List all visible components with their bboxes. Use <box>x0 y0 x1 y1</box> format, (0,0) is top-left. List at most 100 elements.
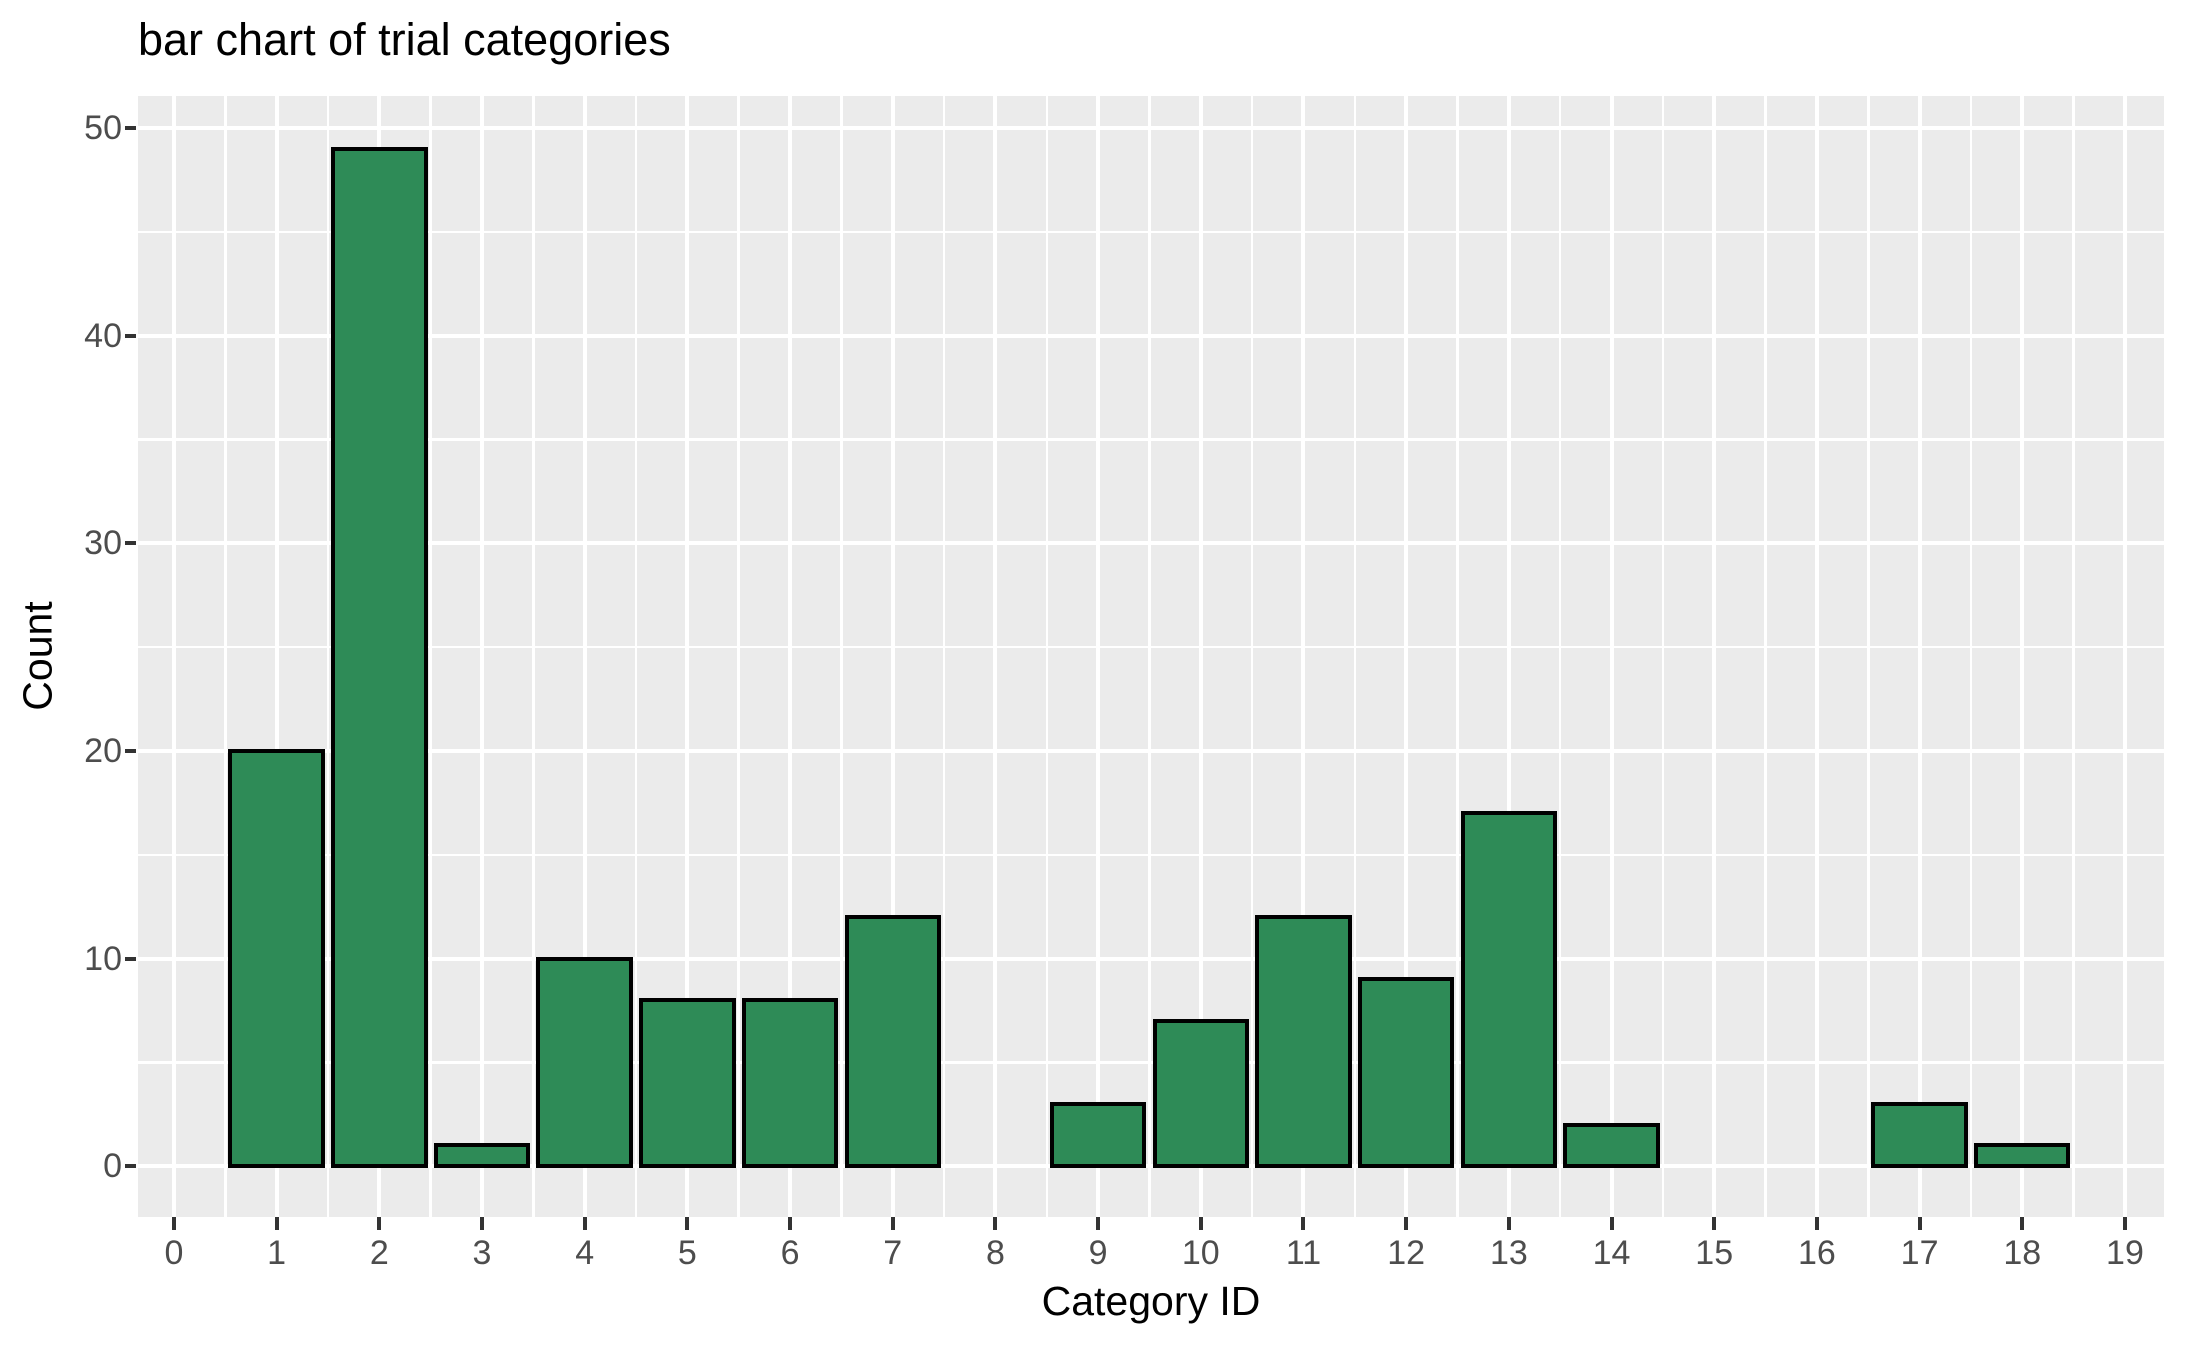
x-tick-mark <box>1404 1217 1409 1230</box>
x-major-gridline <box>1712 96 1717 1217</box>
bar-category-3 <box>433 1143 531 1169</box>
bar-category-18 <box>1974 1143 2071 1169</box>
y-tick-label: 10 <box>84 939 122 978</box>
x-tick-mark <box>788 1217 793 1230</box>
x-tick-label: 16 <box>1797 1234 1836 1272</box>
x-tick-label: 0 <box>164 1234 184 1272</box>
x-tick-mark <box>1712 1217 1717 1230</box>
x-tick-mark <box>479 1217 484 1230</box>
x-tick-label: 2 <box>369 1234 389 1272</box>
x-tick-mark <box>685 1217 690 1230</box>
y-tick-label: 40 <box>84 316 122 355</box>
x-minor-gridline <box>1250 96 1254 1217</box>
x-major-gridline <box>171 96 176 1217</box>
bar-category-12 <box>1357 977 1455 1169</box>
y-tick-mark <box>125 956 136 961</box>
x-tick-label: 5 <box>677 1234 697 1272</box>
x-tick-label: 15 <box>1695 1234 1734 1272</box>
bar-category-17 <box>1871 1101 1968 1169</box>
x-minor-gridline <box>326 96 330 1217</box>
y-axis-title: Count <box>14 601 61 711</box>
bar-category-9 <box>1049 1101 1147 1169</box>
y-major-gridline <box>138 1164 2164 1169</box>
x-tick-mark <box>377 1217 382 1230</box>
x-major-gridline <box>993 96 998 1217</box>
bar-category-5 <box>639 998 736 1169</box>
y-minor-gridline <box>138 438 2164 441</box>
x-major-gridline <box>1814 96 1819 1217</box>
y-minor-gridline <box>138 645 2164 649</box>
chart-title: bar chart of trial categories <box>138 14 671 65</box>
x-tick-label: 1 <box>267 1234 287 1272</box>
x-major-gridline <box>1301 96 1306 1217</box>
y-major-gridline <box>138 333 2164 338</box>
x-major-gridline <box>2020 96 2025 1217</box>
x-major-gridline <box>1404 96 1409 1217</box>
x-tick-label: 18 <box>2003 1234 2042 1272</box>
x-minor-gridline <box>532 96 535 1217</box>
x-tick-mark <box>1609 1217 1614 1230</box>
x-axis-title: Category ID <box>1041 1278 1261 1324</box>
x-tick-mark <box>890 1217 895 1230</box>
x-tick-mark <box>1301 1217 1306 1230</box>
x-tick-mark <box>1917 1217 1922 1230</box>
x-major-gridline <box>582 96 587 1217</box>
x-tick-label: 10 <box>1181 1234 1220 1272</box>
y-minor-gridline <box>138 1061 2164 1064</box>
x-major-gridline <box>274 96 279 1217</box>
x-tick-label: 6 <box>780 1234 800 1272</box>
x-tick-label: 3 <box>472 1234 492 1272</box>
x-tick-label: 13 <box>1489 1234 1528 1272</box>
bar-category-10 <box>1152 1018 1249 1169</box>
x-tick-label: 4 <box>575 1234 595 1272</box>
x-major-gridline <box>788 96 793 1217</box>
x-minor-gridline <box>1661 96 1665 1217</box>
x-tick-label: 12 <box>1387 1234 1426 1272</box>
x-tick-mark <box>2020 1217 2025 1230</box>
bar-category-14 <box>1563 1122 1660 1169</box>
y-major-gridline <box>138 956 2164 961</box>
x-minor-gridline <box>840 96 843 1217</box>
x-major-gridline <box>1609 96 1614 1217</box>
x-minor-gridline <box>1148 96 1151 1217</box>
x-minor-gridline <box>429 96 432 1217</box>
x-tick-mark <box>274 1217 279 1230</box>
y-tick-label: 30 <box>84 524 122 563</box>
x-tick-label: 9 <box>1088 1234 1108 1272</box>
x-major-gridline <box>479 96 484 1217</box>
x-minor-gridline <box>1456 96 1459 1217</box>
x-minor-gridline <box>942 96 946 1217</box>
y-tick-mark <box>125 748 136 753</box>
x-tick-mark <box>171 1217 176 1230</box>
x-minor-gridline <box>1969 96 1973 1217</box>
x-major-gridline <box>1917 96 1922 1217</box>
x-minor-gridline <box>1558 96 1562 1217</box>
y-tick-mark <box>125 541 136 546</box>
x-tick-mark <box>582 1217 587 1230</box>
x-tick-label: 11 <box>1285 1234 1322 1272</box>
bar-category-1 <box>228 748 325 1169</box>
y-minor-gridline <box>138 853 2164 856</box>
x-minor-gridline <box>737 96 740 1217</box>
x-tick-label: 7 <box>883 1234 903 1272</box>
x-minor-gridline <box>1045 96 1049 1217</box>
y-tick-mark <box>125 333 136 338</box>
bar-category-7 <box>844 915 941 1169</box>
x-minor-gridline <box>634 96 638 1217</box>
x-major-gridline <box>1506 96 1511 1217</box>
y-major-gridline <box>138 126 2164 131</box>
x-tick-mark <box>1814 1217 1819 1230</box>
x-major-gridline <box>1198 96 1203 1217</box>
bar-category-2 <box>331 146 428 1169</box>
plot-panel: 0 1 2 3 4 5 6 7 8 9 10 11 12 13 14 15 16 17 18 19 0 10 20 30 40 5… <box>84 96 2164 1270</box>
bar-category-11 <box>1255 915 1352 1169</box>
x-tick-label: 14 <box>1592 1234 1631 1272</box>
x-minor-gridline <box>2072 96 2075 1217</box>
y-tick-label: 20 <box>84 731 122 770</box>
x-minor-gridline <box>1867 96 1870 1217</box>
x-minor-gridline <box>1353 96 1357 1217</box>
x-major-gridline <box>890 96 895 1217</box>
bar-category-4 <box>536 956 633 1169</box>
x-minor-gridline <box>1764 96 1767 1217</box>
